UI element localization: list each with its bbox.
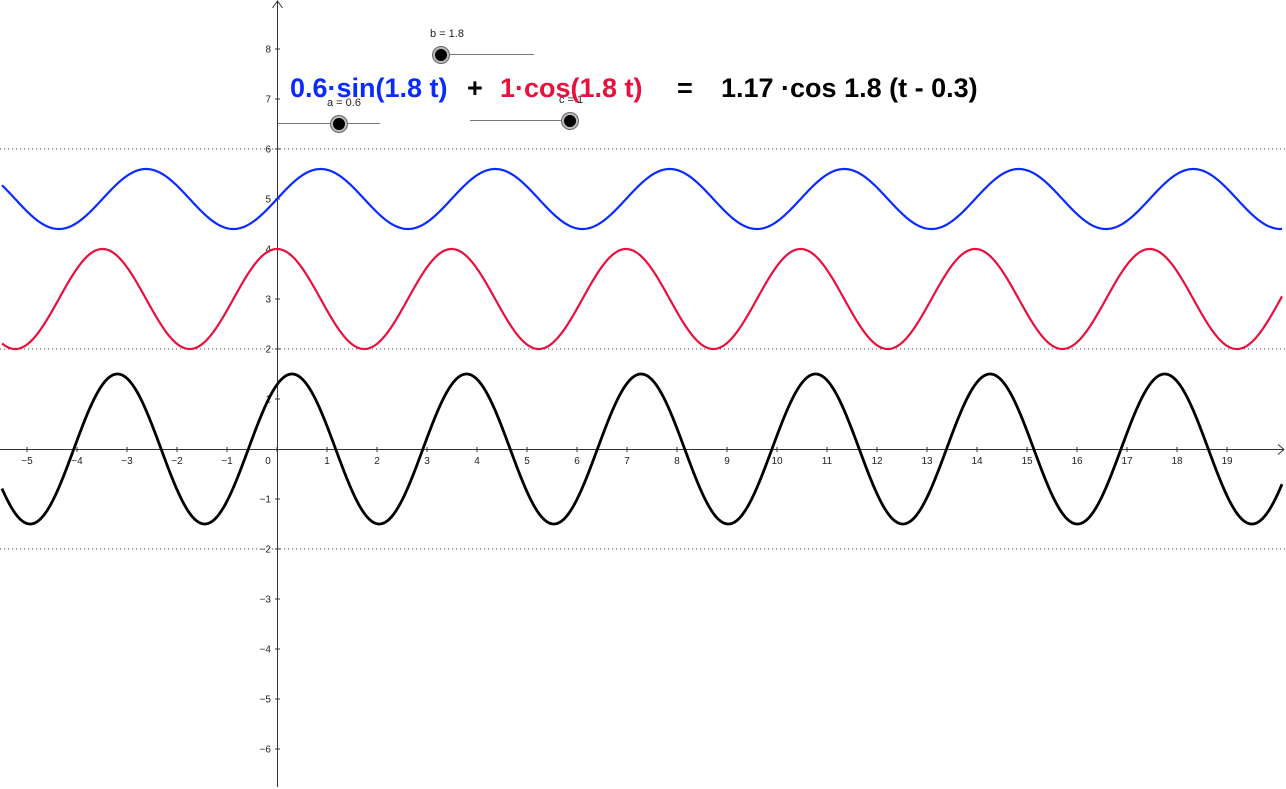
x-tick-label: 18 [1171,456,1183,467]
slider-b-track[interactable] [434,54,534,55]
sin-term: 0.6·sin(1.8 t) [290,73,448,103]
x-tick-label: 19 [1221,456,1233,467]
y-tick-label: 3 [265,295,271,306]
slider-c-handle[interactable] [562,113,578,129]
y-tick-label: 4 [265,245,271,256]
x-tick-label: 2 [374,456,380,467]
y-tick-label: −1 [260,495,272,506]
x-tick-label: 0 [265,456,271,467]
curves [0,167,1284,526]
y-tick-label: −2 [260,545,272,556]
sin-curve [1,167,1283,231]
plus-sign: + [467,73,483,103]
y-tick-label: 5 [265,195,271,206]
x-tick-label: 17 [1121,456,1133,467]
x-axis-arrow [1277,444,1285,455]
slider-a-track[interactable] [278,123,380,124]
x-tick-label: −4 [71,456,83,467]
x-tick-label: 12 [871,456,883,467]
y-tick-label: −3 [260,595,272,606]
y-tick-label: −4 [260,645,272,656]
x-tick-label: 4 [474,456,480,467]
x-tick-label: 3 [424,456,430,467]
slider-a-label: a = 0.6 [327,97,361,109]
y-axis-arrow [272,0,283,9]
y-tick-label: 2 [265,345,271,356]
x-tick-label: 9 [724,456,730,467]
x-tick-label: 6 [574,456,580,467]
x-tick-label: 1 [324,456,330,467]
x-tick-label: 5 [524,456,530,467]
y-tick-label: 7 [265,95,271,106]
x-tick-label: −1 [221,456,233,467]
equals-sign: = [677,73,693,103]
x-tick-label: 13 [921,456,933,467]
cos-curve [1,247,1283,351]
slider-b-handle[interactable] [433,47,449,63]
x-tick-label: 7 [624,456,630,467]
result-expression: 1.17 ·cos 1.8 (t - 0.3) [721,73,978,103]
slider-a-handle[interactable] [331,116,347,132]
y-tick-label: 8 [265,45,271,56]
x-tick-label: −5 [21,456,33,467]
x-tick-label: 14 [971,456,983,467]
axis-ticks: −5 −4 −3 −2 −1 0 1 2 3 4 5 6 7 8 9 10 11 12 13 14 15 16 17 18 19… [21,45,1233,756]
y-tick-label: 6 [265,145,271,156]
x-tick-label: 15 [1021,456,1033,467]
sum-curve [0,372,1284,526]
cos-term: 1·cos(1.8 t) [500,73,643,103]
slider-b-label: b = 1.8 [430,28,464,40]
y-tick-label: −6 [260,745,272,756]
x-tick-label: 16 [1071,456,1083,467]
x-tick-label: 10 [771,456,783,467]
slider-c-label: c = 1 [559,94,584,106]
x-tick-label: −3 [121,456,133,467]
slider-c-track[interactable] [470,120,578,121]
x-tick-label: 11 [822,456,833,467]
y-tick-label: −5 [260,695,272,706]
x-tick-label: 8 [674,456,680,467]
x-tick-label: −2 [171,456,183,467]
